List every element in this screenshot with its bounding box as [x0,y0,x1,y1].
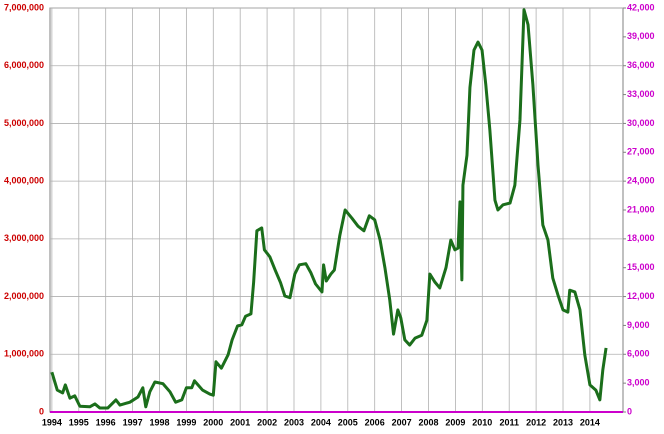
y2-tick-label: 9,000 [627,320,650,330]
y-tick-label: 4,000,000 [4,176,44,186]
x-tick-label: 1995 [69,417,89,427]
x-tick-label: 2011 [499,417,519,427]
x-tick-label: 2000 [203,417,223,427]
x-tick-label: 2014 [580,417,600,427]
y2-tick-label: 15,000 [627,262,655,272]
y2-tick-label: 24,000 [627,176,655,186]
y-tick-label: 2,000,000 [4,291,44,301]
x-tick-label: 1997 [123,417,143,427]
x-tick-label: 2010 [472,417,492,427]
y-tick-label: 7,000,000 [4,2,44,12]
y-tick-label: 1,000,000 [4,349,44,359]
y2-tick-label: 0 [627,406,632,416]
y2-tick-label: 27,000 [627,147,655,157]
y2-tick-label: 36,000 [627,60,655,70]
x-tick-label: 2004 [311,417,331,427]
line-series [50,8,608,410]
y2-tick-label: 18,000 [627,233,655,243]
x-tick-label: 2002 [257,417,277,427]
y-tick-label: 6,000,000 [4,60,44,70]
y2-tick-label: 3,000 [627,378,650,388]
x-tick-label: 1998 [149,417,169,427]
x-tick-label: 2009 [445,417,465,427]
x-tick-label: 2006 [365,417,385,427]
y2-tick-label: 21,000 [627,204,655,214]
y2-tick-label: 12,000 [627,291,655,301]
y2-tick-label: 6,000 [627,349,650,359]
y-tick-label: 5,000,000 [4,118,44,128]
x-tick-label: 1996 [96,417,116,427]
x-tick-label: 2001 [230,417,250,427]
x-tick-label: 2003 [284,417,304,427]
x-tick-label: 1994 [42,417,62,427]
y-tick-label: 3,000,000 [4,233,44,243]
plot-area [49,7,624,413]
y2-tick-label: 30,000 [627,118,655,128]
x-tick-label: 1999 [176,417,196,427]
x-tick-label: 2013 [553,417,573,427]
x-tick-label: 2007 [392,417,412,427]
y2-tick-label: 42,000 [627,2,655,12]
x-tick-label: 2005 [338,417,358,427]
y2-tick-label: 39,000 [627,31,655,41]
y2-tick-label: 33,000 [627,89,655,99]
x-tick-label: 2008 [418,417,438,427]
y-tick-label: 0 [39,406,44,416]
x-tick-label: 2012 [526,417,546,427]
